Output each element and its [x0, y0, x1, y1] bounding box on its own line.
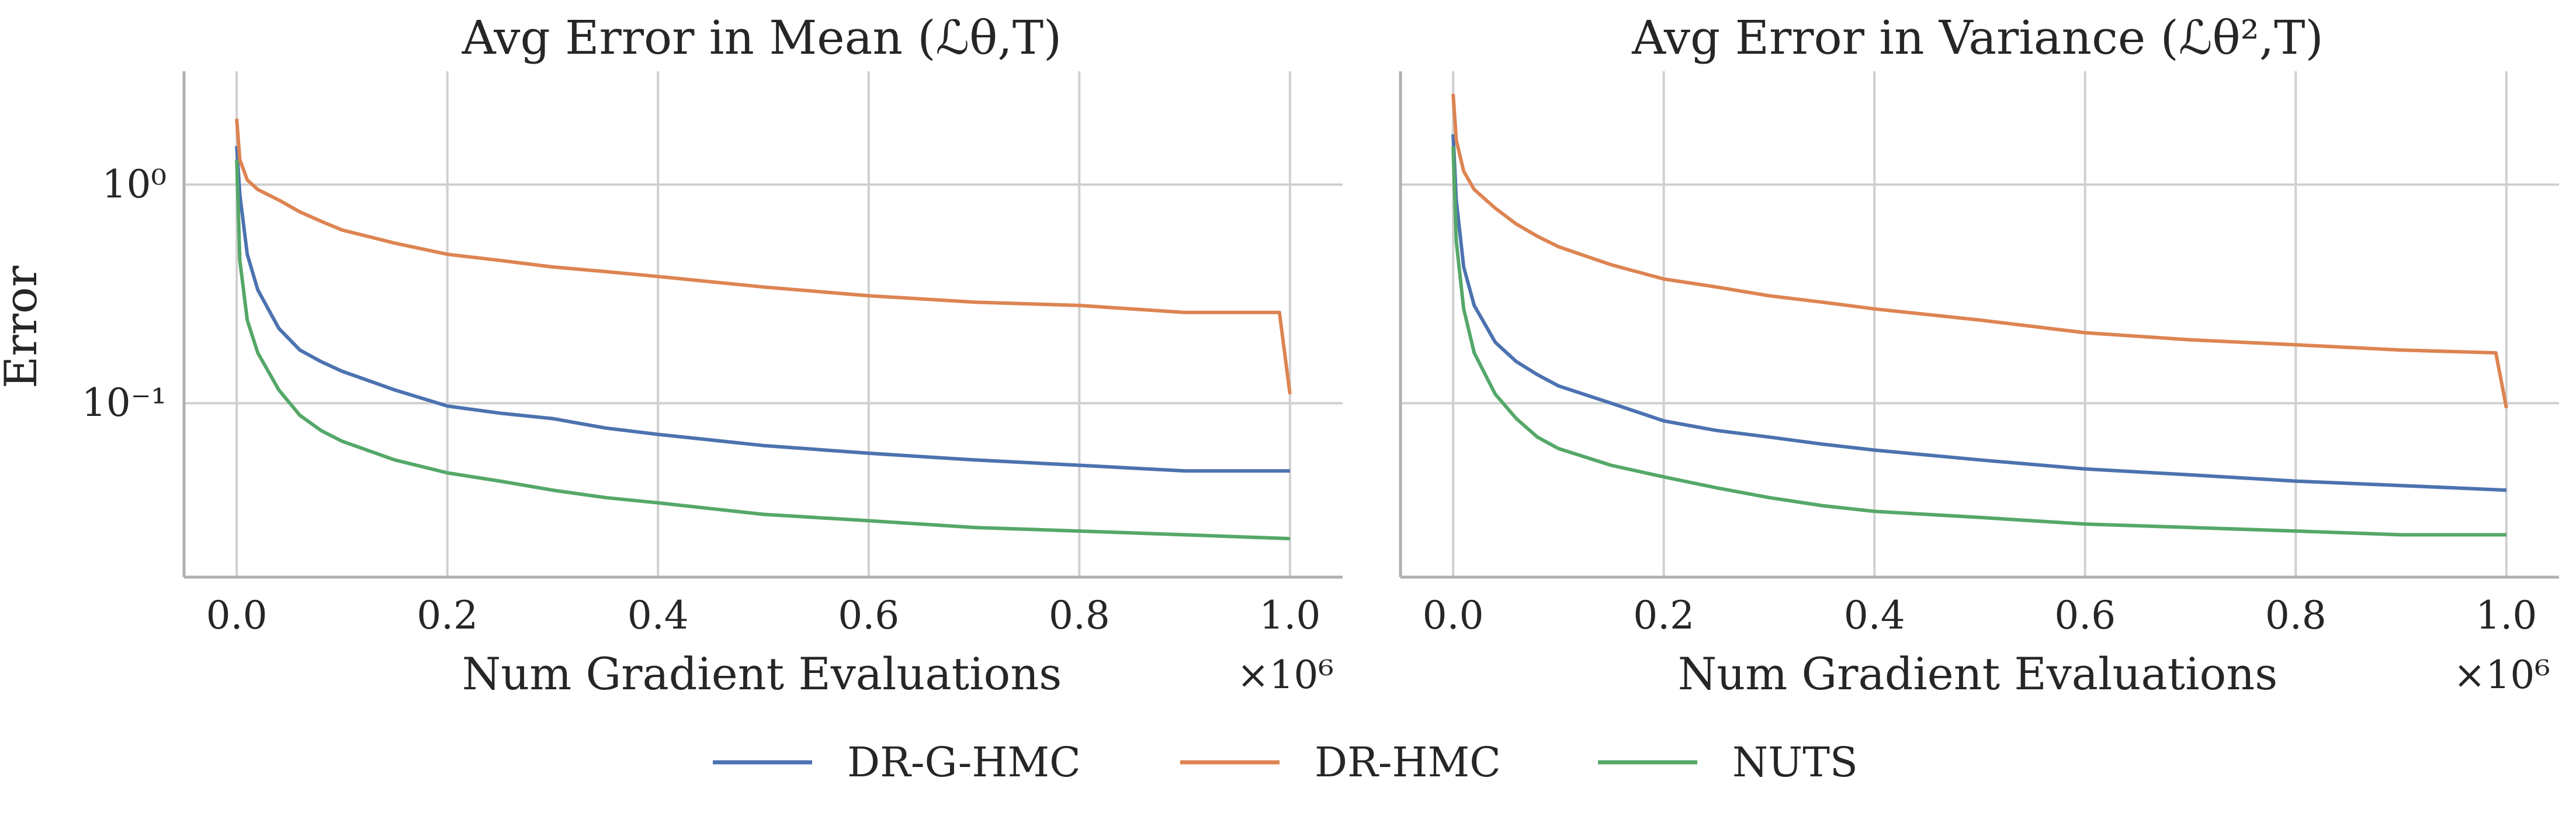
series-line-dr-hmc: [1451, 93, 2508, 409]
legend-label: DR-HMC: [1315, 738, 1501, 786]
series-line-nuts: [235, 159, 1291, 541]
x-tick-label: 0.6: [2054, 593, 2116, 638]
x-axis-label: Num Gradient Evaluations: [1678, 648, 2277, 700]
panel-title: Avg Error in Variance (ℒθ²,T): [1631, 11, 2323, 65]
x-tick-label: 0.2: [1633, 593, 1694, 638]
tick-labels: 0.0 0.2 0.4 0.6 0.8 1.0 10⁻¹ 10⁰: [82, 162, 1321, 638]
series-lines: [1451, 93, 2508, 537]
mean-error-panel: Avg Error in Mean (ℒθ,T) Error Num Gradi…: [0, 11, 1343, 700]
x-axis-multiplier: ×10⁶: [1237, 652, 1334, 697]
y-tick-label: 10⁻¹: [82, 380, 167, 425]
series-line-nuts: [1451, 146, 2506, 537]
tick-labels: 0.0 0.2 0.4 0.6 0.8 1.0: [1423, 593, 2537, 638]
x-axis-multiplier: ×10⁶: [2453, 652, 2550, 697]
series-line-dr-hmc: [235, 119, 1292, 395]
panel-title: Avg Error in Mean (ℒθ,T): [462, 11, 1062, 65]
x-tick-label: 0.4: [1844, 593, 1905, 638]
legend-label: NUTS: [1732, 738, 1858, 786]
legend-label: DR-G-HMC: [847, 738, 1081, 786]
x-tick-label: 0.6: [838, 593, 899, 638]
grid: [182, 71, 1343, 579]
x-tick-label: 0.8: [1049, 593, 1110, 638]
x-tick-label: 0.2: [417, 593, 478, 638]
series-lines: [235, 119, 1292, 541]
x-tick-label: 0.8: [2265, 593, 2327, 638]
x-tick-label: 0.0: [1423, 593, 1484, 638]
x-axis-label: Num Gradient Evaluations: [462, 648, 1062, 700]
x-tick-label: 1.0: [2476, 593, 2537, 638]
series-line-dr-g-hmc: [235, 145, 1290, 473]
legend: DR-G-HMC DR-HMC NUTS: [713, 738, 1858, 786]
series-line-dr-g-hmc: [1451, 134, 2507, 492]
y-axis-label: Error: [0, 265, 47, 388]
x-tick-label: 0.0: [206, 593, 268, 638]
y-tick-label: 10⁰: [102, 162, 167, 207]
variance-error-panel: Avg Error in Variance (ℒθ²,T) Num Gradie…: [1399, 11, 2559, 700]
grid: [1399, 71, 2559, 579]
x-tick-label: 1.0: [1259, 593, 1320, 638]
x-tick-label: 0.4: [627, 593, 689, 638]
